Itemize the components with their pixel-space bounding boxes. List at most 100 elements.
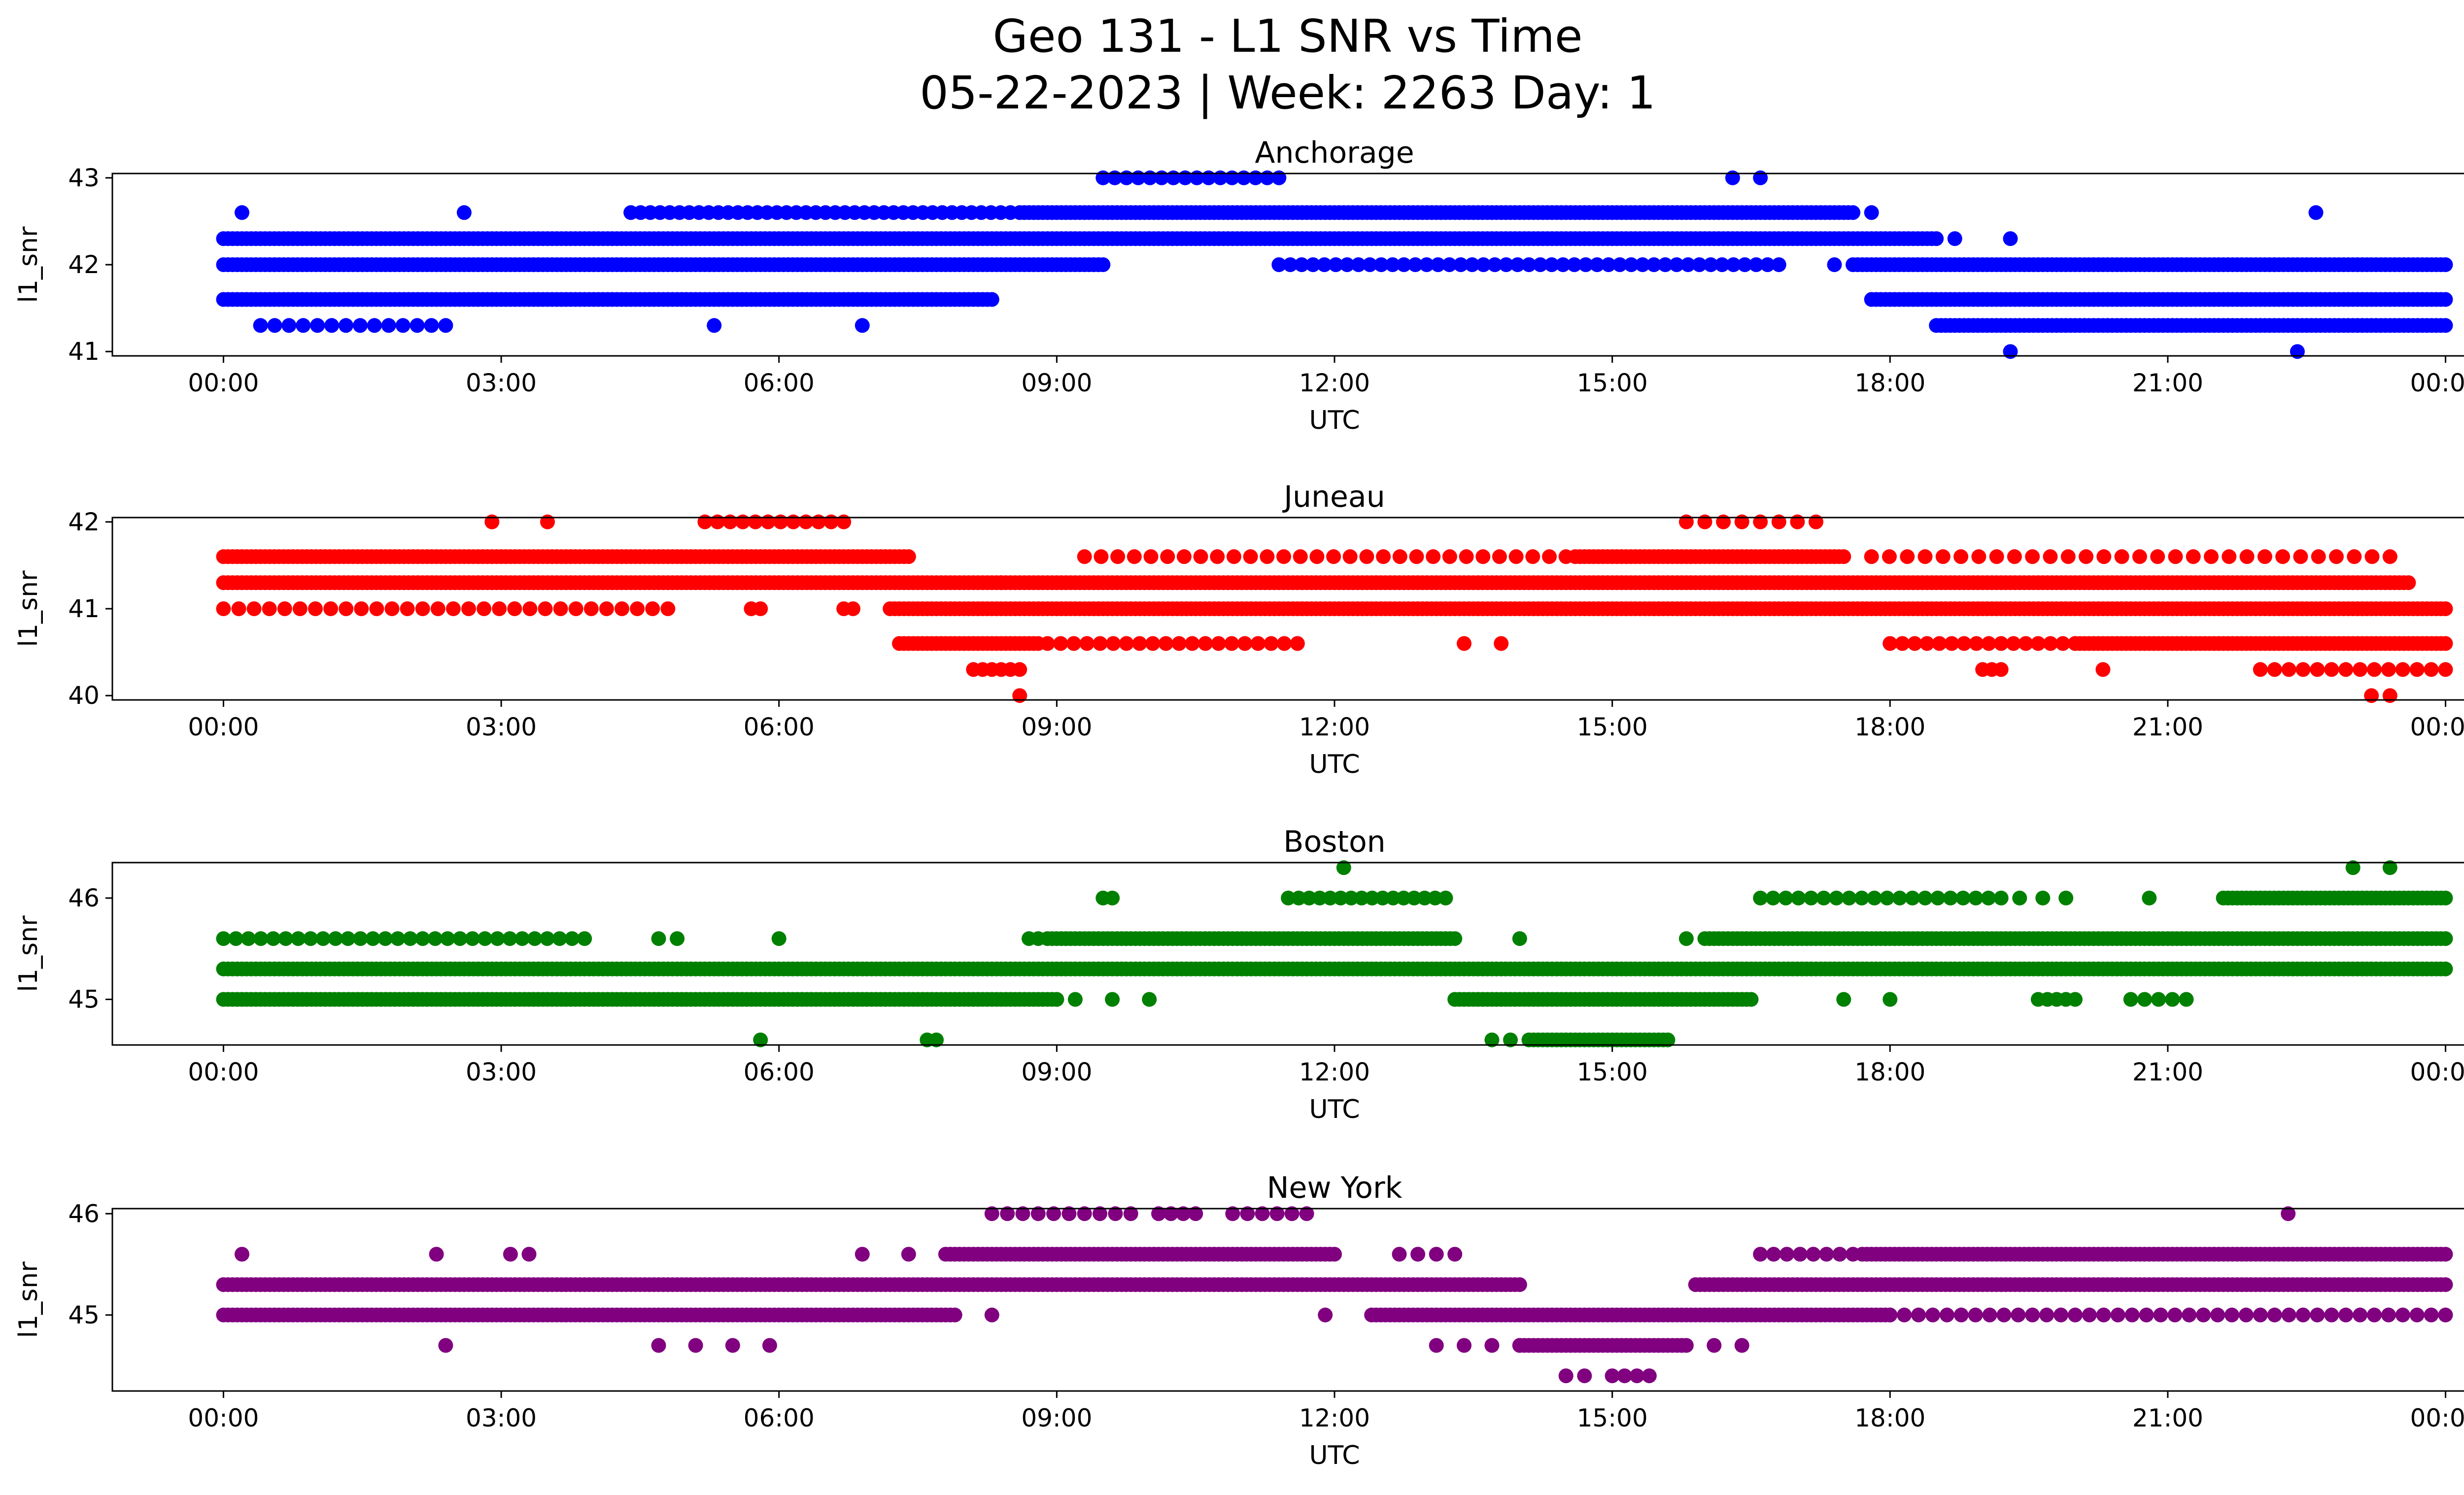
x-tick-label: 03:00 [466,1058,537,1086]
data-point [1093,636,1108,651]
data-point [1678,1338,1694,1353]
data-point [2168,549,2183,564]
data-point [2151,992,2166,1007]
y-axis-label: l1_snr [14,915,43,992]
data-point [296,318,311,333]
data-point [1939,1307,1954,1322]
data-point [308,601,323,616]
data-point [2096,1307,2111,1322]
data-point [1410,1247,1426,1262]
data-point [2424,1307,2439,1322]
x-tick-label: 15:00 [1577,1058,1648,1086]
data-point [1226,549,1241,564]
data-point [1897,1307,1912,1322]
y-tick-label: 45 [68,985,100,1014]
data-point [1778,890,1793,905]
data-point [1447,931,1463,946]
data-point [2424,662,2439,677]
data-point [267,318,282,333]
data-point [1359,549,1374,564]
data-point [1376,549,1391,564]
data-point [2338,1307,2354,1322]
data-point [1260,549,1275,564]
data-point [1409,549,1424,564]
data-point [2186,549,2201,564]
data-point [1955,890,1971,905]
data-point [1905,890,1920,905]
data-point [2025,549,2040,564]
x-tick-label: 09:00 [1021,1058,1092,1086]
data-point [461,601,476,616]
data-point [1327,1247,1342,1262]
data-point [1953,549,1969,564]
data-point [492,601,507,616]
data-point [1426,549,1441,564]
data-point [1846,205,1861,220]
data-point [760,514,776,529]
data-point [1929,231,1944,246]
data-point [762,1338,777,1353]
x-tick-label: 21:00 [2132,369,2203,397]
data-point [2438,931,2453,946]
x-tick-label: 03:00 [466,713,537,741]
data-point [1836,549,1851,564]
data-point [1882,549,1897,564]
data-point [484,514,500,529]
data-point [369,601,384,616]
data-point [2438,890,2453,905]
data-point [1030,931,1046,946]
x-tick-label: 00:00 [2410,1058,2464,1086]
data-point [1342,549,1358,564]
data-point [651,1338,666,1353]
data-point [1264,636,1279,651]
data-point [2308,205,2324,220]
data-point [1193,549,1208,564]
data-point [400,601,415,616]
subplot-title: Juneau [1282,480,1385,514]
data-point [1127,549,1142,564]
data-point [1171,636,1187,651]
data-point [2068,636,2083,651]
data-point [2210,1307,2225,1322]
data-point [339,601,354,616]
data-point [2253,662,2268,677]
x-tick-label: 15:00 [1577,369,1648,397]
data-point [1716,514,1731,529]
data-point [2367,1307,2382,1322]
data-point [2204,549,2219,564]
data-point [855,318,870,333]
data-point [1105,992,1120,1007]
data-point [1846,1247,1861,1262]
data-point [1392,1247,1407,1262]
data-point [2438,1307,2453,1322]
data-point [735,514,751,529]
data-point [697,514,713,529]
data-point [324,318,340,333]
data-point [1198,636,1213,651]
data-point [415,601,430,616]
data-point [725,1338,740,1353]
data-point [577,931,592,946]
data-point [1271,170,1287,185]
data-point [2079,549,2094,564]
data-point [2438,257,2453,272]
x-tick-label: 21:00 [2132,1058,2203,1086]
data-point [1094,549,1109,564]
data-point [1753,1247,1768,1262]
data-point [1892,890,1907,905]
data-point [1982,1307,1997,1322]
data-point [1771,514,1786,529]
data-point [395,318,411,333]
data-point [1110,549,1126,564]
data-point [1276,549,1291,564]
data-point [1989,549,2004,564]
data-point [645,601,660,616]
data-point [615,601,629,616]
data-point [1095,257,1111,272]
y-tick-label: 41 [68,594,100,623]
data-point [2438,318,2453,333]
x-tick-label: 12:00 [1299,369,1370,397]
data-point [1806,1247,1821,1262]
data-point [1492,549,1507,564]
data-point [1968,890,1984,905]
